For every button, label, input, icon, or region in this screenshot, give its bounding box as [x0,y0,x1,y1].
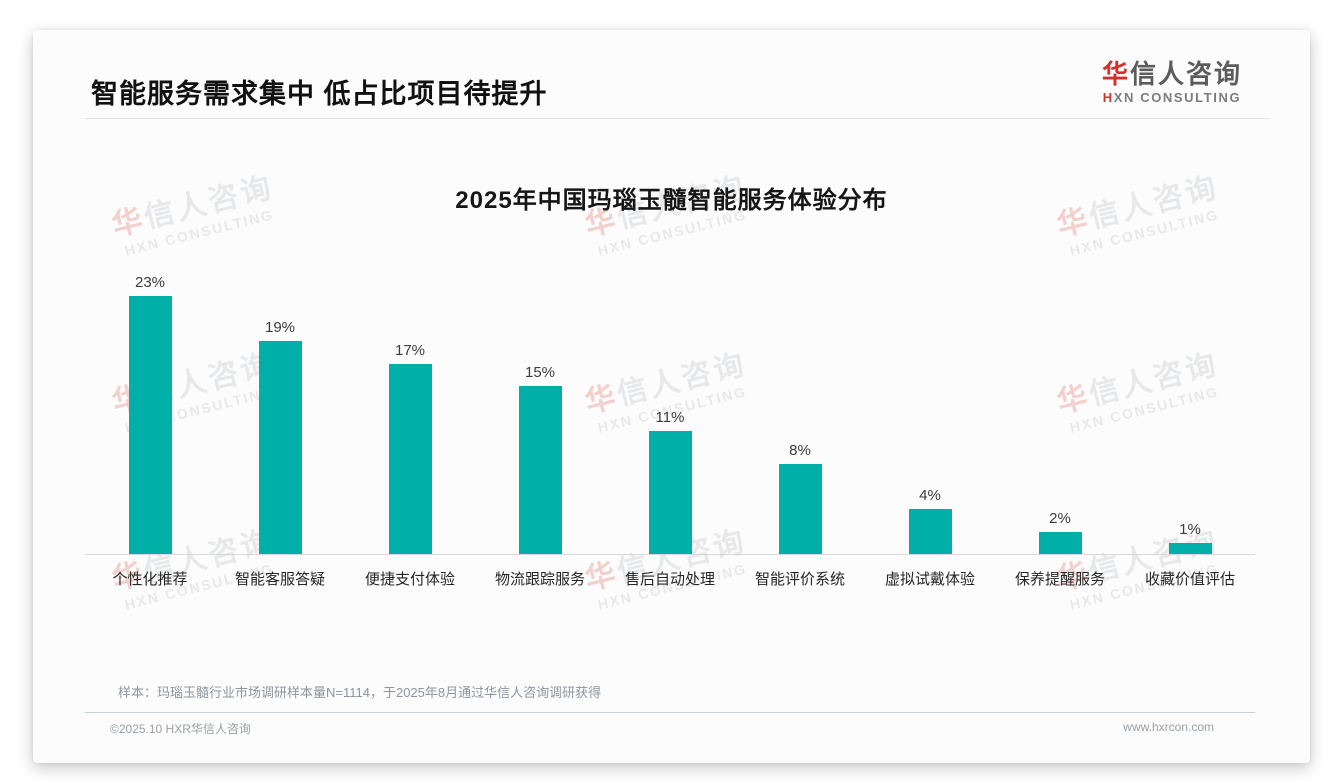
bar-value-label: 11% [655,409,685,426]
brand-en-accent: H [1102,89,1114,105]
footer-copyright: ©2025.10 HXR华信人咨询 [110,722,251,736]
bar-category-label: 保养提醒服务 [1014,571,1105,588]
chart-title: 2025年中国玛瑙玉髓智能服务体验分布 [455,187,888,214]
bar-category-label: 个性化推荐 [112,571,188,588]
bar-slot: 1% [1125,240,1255,554]
footer-divider [85,712,1255,713]
x-axis-line [85,554,1255,555]
bar-chart: 23% 19% 17% 15% 11% 8% 4% 2% 1% [85,240,1255,554]
bar-slot: 19% [215,240,345,554]
brand-cn-accent: 华 [1101,59,1130,89]
bar-category-label: 收藏价值评估 [1144,571,1235,588]
footer-url: www.hxrcon.com [1123,720,1214,734]
bar-slot: 23% [85,240,215,554]
bar-slot: 4% [865,240,995,554]
bar-slot: 8% [735,240,865,554]
brand-logo: 华信人咨询 HXN CONSULTING [1102,60,1242,105]
bar-value-label: 1% [1179,521,1201,538]
bar [1168,543,1212,554]
bar-category-label: 智能评价系统 [754,571,845,588]
bar-category-label: 便捷支付体验 [364,571,455,588]
bar-slot: 17% [345,240,475,554]
slide-card: 华信人咨询 HXN CONSULTING 华信人咨询 HXN CONSULTING 华信… [33,30,1310,763]
bar-category-label: 虚拟试戴体验 [884,571,975,588]
page-title: 智能服务需求集中 低占比项目待提升 [91,79,548,109]
bar [518,386,562,554]
brand-en-rest: XN CONSULTING [1113,89,1242,105]
bar-value-label: 2% [1049,510,1071,527]
bar-slot: 15% [475,240,605,554]
bar-value-label: 4% [919,487,941,504]
bar-value-label: 23% [134,274,166,291]
header-divider [85,118,1270,119]
brand-cn-rest: 信人咨询 [1129,59,1242,89]
bar-value-label: 19% [264,319,296,336]
brand-logo-en: HXN CONSULTING [1102,89,1242,105]
bar [258,341,302,554]
bar-category-label: 售后自动处理 [624,571,715,588]
bar [128,296,172,554]
bar-slot: 2% [995,240,1125,554]
bar-value-label: 17% [394,342,426,359]
bar-slot: 11% [605,240,735,554]
bar-value-label: 8% [789,442,811,459]
bar [778,464,822,554]
bar [908,509,952,554]
bar-category-label: 智能客服答疑 [234,571,325,588]
bar [1038,532,1082,554]
bar [648,431,692,554]
sample-note: 样本：玛瑙玉髓行业市场调研样本量N=1114，于2025年8月通过华信人咨询调研… [118,685,602,700]
bar [388,364,432,554]
bar-value-label: 15% [524,364,556,381]
brand-logo-cn: 华信人咨询 [1102,60,1242,89]
bar-category-label: 物流跟踪服务 [494,571,585,588]
category-axis: 个性化推荐 智能客服答疑 便捷支付体验 物流跟踪服务 售后自动处理 智能评价系统 虚拟试戴体… [85,568,1255,589]
